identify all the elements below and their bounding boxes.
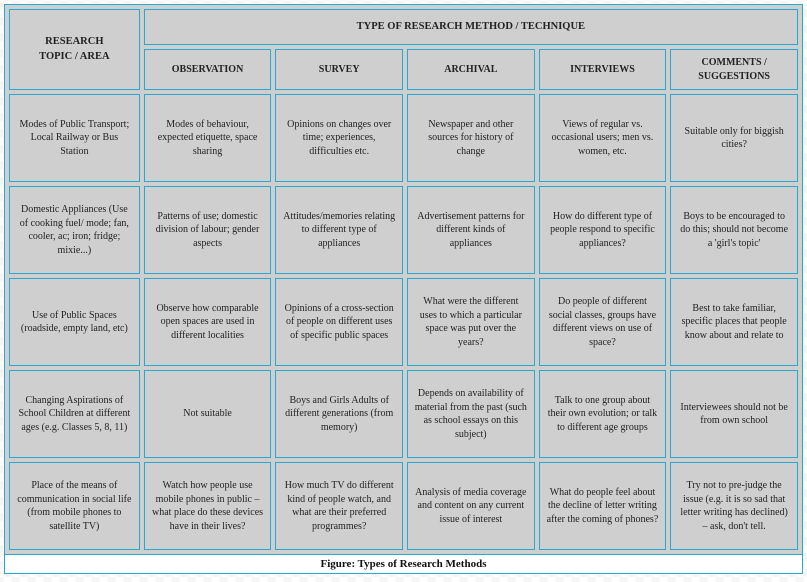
table-container: RESEARCHTOPIC / AREA TYPE OF RESEARCH ME…	[4, 4, 803, 555]
cell: Modes of behaviour, expected etiquette, …	[144, 94, 272, 182]
cell: Attitudes/memories relating to different…	[275, 186, 403, 274]
cell: Not suitable	[144, 370, 272, 458]
cell: Suitable only for biggish cities?	[670, 94, 798, 182]
col-comments: COMMENTS /SUGGESTIONS	[670, 49, 798, 90]
table-row: Domestic Appliances (Use of cooking fuel…	[9, 186, 798, 274]
figure-caption: Figure: Types of Research Methods	[4, 555, 803, 574]
cell: Watch how people use mobile phones in pu…	[144, 462, 272, 550]
row-topic: Modes of Public Transport; Local Railway…	[9, 94, 140, 182]
cell: Best to take familiar, specific places t…	[670, 278, 798, 366]
cell: Try not to pre-judge the issue (e.g. it …	[670, 462, 798, 550]
cell: How much TV do different kind of people …	[275, 462, 403, 550]
cell: Interviewees should not be from own scho…	[670, 370, 798, 458]
cell: Boys to be encouraged to do this; should…	[670, 186, 798, 274]
cell: Talk to one group about their own evolut…	[539, 370, 667, 458]
col-archival: ARCHIVAL	[407, 49, 535, 90]
table-row: Use of Public Spaces (roadside, empty la…	[9, 278, 798, 366]
table-row: Place of the means of communication in s…	[9, 462, 798, 550]
cell: Advertisement patterns for different kin…	[407, 186, 535, 274]
row-topic: Changing Aspirations of School Children …	[9, 370, 140, 458]
cell: Patterns of use; domestic division of la…	[144, 186, 272, 274]
header-method-group: TYPE OF RESEARCH METHOD / TECHNIQUE	[144, 9, 798, 45]
cell: How do different type of people respond …	[539, 186, 667, 274]
cell: Views of regular vs. occasional users; m…	[539, 94, 667, 182]
row-topic: Place of the means of communication in s…	[9, 462, 140, 550]
header-topic-area: RESEARCHTOPIC / AREA	[9, 9, 140, 90]
cell: Boys and Girls Adults of different gener…	[275, 370, 403, 458]
research-methods-table: RESEARCHTOPIC / AREA TYPE OF RESEARCH ME…	[5, 5, 802, 554]
cell: Observe how comparable open spaces are u…	[144, 278, 272, 366]
cell: Newspaper and other sources for history …	[407, 94, 535, 182]
table-row: Modes of Public Transport; Local Railway…	[9, 94, 798, 182]
cell: Do people of different social classes, g…	[539, 278, 667, 366]
table-body: Modes of Public Transport; Local Railway…	[9, 94, 798, 550]
col-survey: SURVEY	[275, 49, 403, 90]
cell: What do people feel about the decline of…	[539, 462, 667, 550]
cell: Opinions of a cross-section of people on…	[275, 278, 403, 366]
cell: What were the different uses to which a …	[407, 278, 535, 366]
cell: Analysis of media coverage and content o…	[407, 462, 535, 550]
row-topic: Domestic Appliances (Use of cooking fuel…	[9, 186, 140, 274]
table-row: Changing Aspirations of School Children …	[9, 370, 798, 458]
row-topic: Use of Public Spaces (roadside, empty la…	[9, 278, 140, 366]
col-interviews: INTERVIEWS	[539, 49, 667, 90]
col-observation: OBSERVATION	[144, 49, 272, 90]
cell: Opinions on changes over time; experienc…	[275, 94, 403, 182]
cell: Depends on availability of material from…	[407, 370, 535, 458]
